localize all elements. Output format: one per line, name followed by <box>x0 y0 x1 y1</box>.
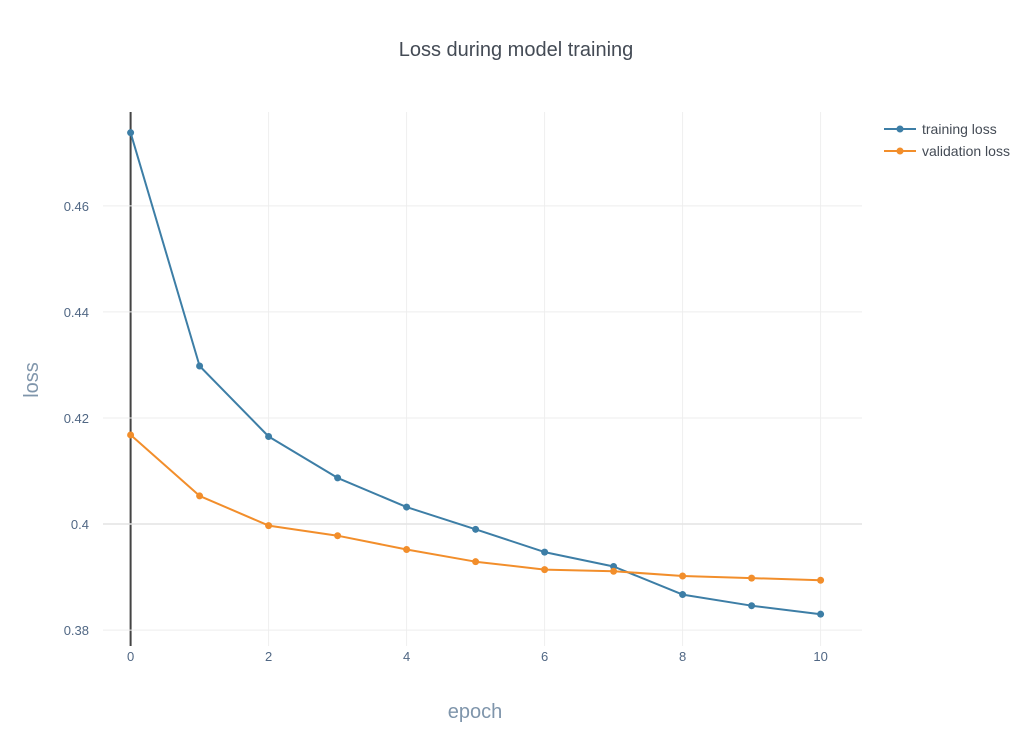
training-loss-point[interactable] <box>748 602 756 610</box>
training-loss-point[interactable] <box>127 129 135 137</box>
x-tick-label: 4 <box>403 649 410 664</box>
training-loss-point[interactable] <box>265 433 273 441</box>
validation-loss-point[interactable] <box>748 574 756 582</box>
legend-item-training-loss[interactable]: training loss <box>884 121 997 137</box>
series-layer <box>127 129 825 618</box>
legend-label: validation loss <box>922 143 1010 159</box>
training-loss-point[interactable] <box>196 362 204 370</box>
y-axis-title: loss <box>21 362 43 398</box>
x-tick-label: 8 <box>679 649 686 664</box>
y-axis-ticks: 0.38 0.4 0.42 0.44 0.46 <box>64 199 89 638</box>
training-loss-point[interactable] <box>679 591 687 599</box>
validation-loss-point[interactable] <box>610 567 618 575</box>
gridlines <box>103 112 862 646</box>
validation-loss-point[interactable] <box>265 522 273 530</box>
legend-label: training loss <box>922 121 997 137</box>
x-tick-label: 0 <box>127 649 134 664</box>
training-loss-point[interactable] <box>817 610 825 618</box>
legend-item-validation-loss[interactable]: validation loss <box>884 143 1010 159</box>
x-tick-label: 10 <box>813 649 827 664</box>
validation-loss-point[interactable] <box>403 545 411 553</box>
y-tick-label: 0.38 <box>64 623 89 638</box>
y-tick-label: 0.44 <box>64 305 89 320</box>
x-axis-ticks: 0 2 4 6 8 10 <box>127 649 828 664</box>
x-tick-label: 6 <box>541 649 548 664</box>
x-axis-title: epoch <box>448 701 503 723</box>
training-loss-point[interactable] <box>541 548 549 556</box>
training-loss-point[interactable] <box>403 503 411 511</box>
validation-loss-point[interactable] <box>472 558 480 566</box>
training-loss-point[interactable] <box>472 525 480 533</box>
validation-loss-point[interactable] <box>541 566 549 574</box>
validation-loss-point[interactable] <box>817 576 825 584</box>
legend-marker <box>896 147 904 155</box>
validation-loss-point[interactable] <box>196 492 204 500</box>
x-tick-label: 2 <box>265 649 272 664</box>
series-training-loss <box>127 129 825 618</box>
y-tick-label: 0.4 <box>71 517 89 532</box>
legend-marker <box>896 125 904 133</box>
chart-title: Loss during model training <box>399 39 634 61</box>
validation-loss-point[interactable] <box>334 532 342 540</box>
y-tick-label: 0.42 <box>64 411 89 426</box>
validation-loss-point[interactable] <box>127 431 135 439</box>
training-loss-point[interactable] <box>334 474 342 482</box>
series-validation-loss <box>127 431 825 584</box>
legend[interactable]: training loss validation loss <box>884 121 1010 159</box>
y-tick-label: 0.46 <box>64 199 89 214</box>
validation-loss-point[interactable] <box>679 572 687 580</box>
training-loss-line <box>129 132 821 616</box>
